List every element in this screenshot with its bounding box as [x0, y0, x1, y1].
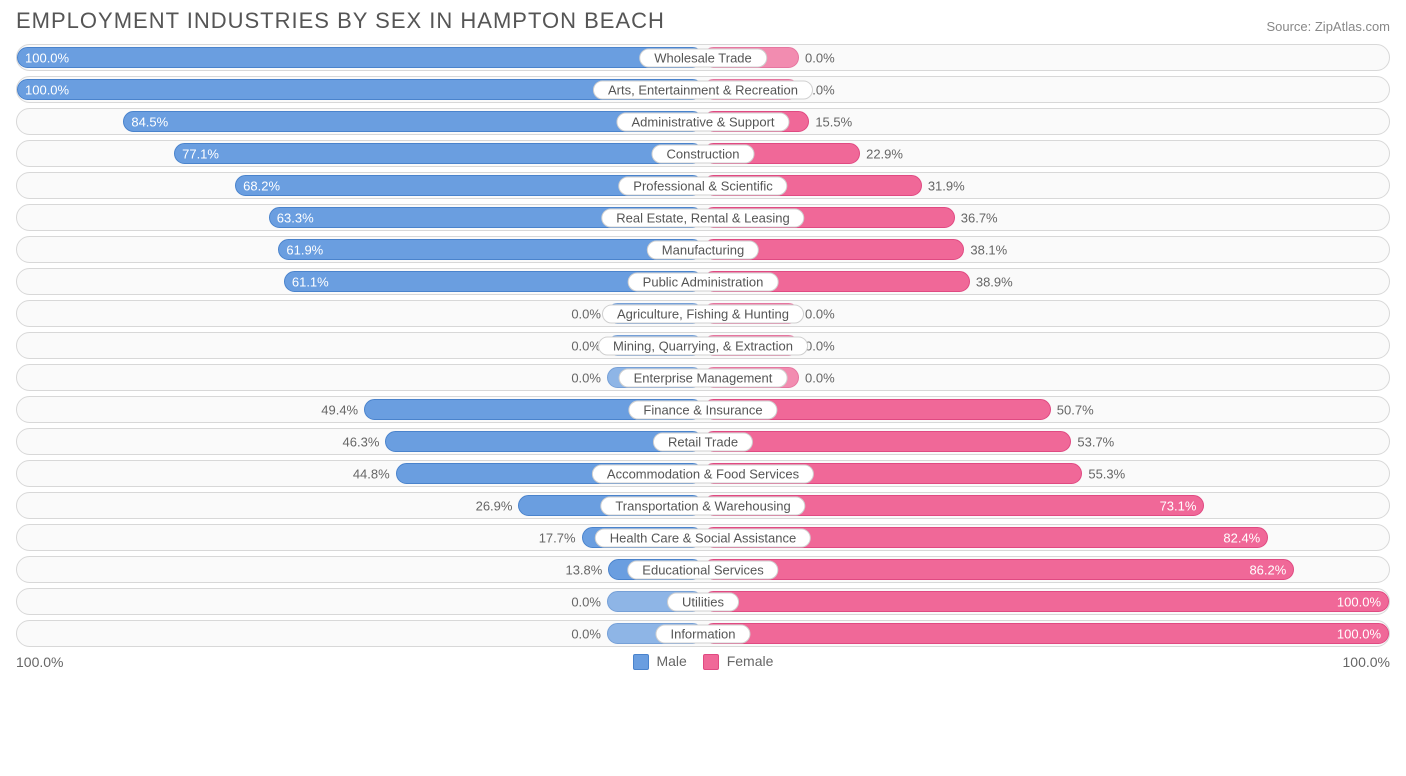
- female-value: 31.9%: [928, 178, 965, 193]
- bar-row: 26.9% 73.1% Transportation & Warehousing: [16, 492, 1390, 519]
- bar-row: 49.4% 50.7% Finance & Insurance: [16, 396, 1390, 423]
- category-label: Public Administration: [628, 272, 779, 291]
- category-label: Professional & Scientific: [618, 176, 787, 195]
- male-value: 77.1%: [182, 146, 219, 161]
- bar-row: 44.8% 55.3% Accommodation & Food Services: [16, 460, 1390, 487]
- female-value: 100.0%: [1337, 626, 1381, 641]
- category-label: Real Estate, Rental & Leasing: [601, 208, 804, 227]
- category-label: Wholesale Trade: [639, 48, 767, 67]
- bar-row: 0.0% 0.0%Mining, Quarrying, & Extraction: [16, 332, 1390, 359]
- bar-row: 77.1% 22.9% Construction: [16, 140, 1390, 167]
- chart-axis: 100.0% Male Female 100.0%: [16, 653, 1390, 670]
- male-value: 0.0%: [571, 338, 601, 353]
- male-value: 100.0%: [25, 50, 69, 65]
- female-swatch: [703, 654, 719, 670]
- male-swatch: [633, 654, 649, 670]
- male-value: 46.3%: [343, 434, 380, 449]
- bar-row: 63.3% 36.7% Real Estate, Rental & Leasing: [16, 204, 1390, 231]
- male-value: 0.0%: [571, 306, 601, 321]
- bar-row: 0.0% 100.0% Utilities: [16, 588, 1390, 615]
- legend-male-label: Male: [656, 653, 686, 669]
- male-value: 44.8%: [353, 466, 390, 481]
- chart-legend: Male Female: [633, 653, 774, 670]
- male-value: 68.2%: [243, 178, 280, 193]
- female-bar: [703, 559, 1294, 580]
- female-value: 53.7%: [1077, 434, 1114, 449]
- bar-row: 84.5% 15.5% Administrative & Support: [16, 108, 1390, 135]
- category-label: Finance & Insurance: [628, 400, 777, 419]
- male-value: 63.3%: [277, 210, 314, 225]
- category-label: Manufacturing: [647, 240, 759, 259]
- female-value: 15.5%: [815, 114, 852, 129]
- axis-left-max: 100.0%: [16, 654, 63, 670]
- axis-right-max: 100.0%: [1343, 654, 1390, 670]
- female-value: 82.4%: [1223, 530, 1260, 545]
- female-value: 0.0%: [805, 370, 835, 385]
- category-label: Information: [655, 624, 750, 643]
- category-label: Arts, Entertainment & Recreation: [593, 80, 813, 99]
- legend-female-label: Female: [727, 653, 774, 669]
- category-label: Retail Trade: [653, 432, 753, 451]
- female-value: 86.2%: [1249, 562, 1286, 577]
- bar-row: 68.2% 31.9% Professional & Scientific: [16, 172, 1390, 199]
- female-value: 22.9%: [866, 146, 903, 161]
- category-label: Agriculture, Fishing & Hunting: [602, 304, 804, 323]
- bar-row: 0.0% 0.0%Agriculture, Fishing & Hunting: [16, 300, 1390, 327]
- category-label: Utilities: [667, 592, 739, 611]
- male-value: 26.9%: [476, 498, 513, 513]
- bar-row: 17.7% 82.4% Health Care & Social Assistanc…: [16, 524, 1390, 551]
- male-value: 61.1%: [292, 274, 329, 289]
- female-value: 0.0%: [805, 338, 835, 353]
- bar-row: 0.0% 0.0% Enterprise Management: [16, 364, 1390, 391]
- bar-row: 100.0%0.0%Arts, Entertainment & Recreati…: [16, 76, 1390, 103]
- bar-row: 61.9% 38.1% Manufacturing: [16, 236, 1390, 263]
- female-value: 0.0%: [805, 306, 835, 321]
- diverging-bar-chart: 100.0%0.0%Wholesale Trade100.0%0.0%Arts,…: [16, 44, 1390, 647]
- category-label: Construction: [652, 144, 755, 163]
- bar-row: 100.0% 0.0% Wholesale Trade: [16, 44, 1390, 71]
- category-label: Mining, Quarrying, & Extraction: [598, 336, 808, 355]
- category-label: Administrative & Support: [616, 112, 789, 131]
- category-label: Health Care & Social Assistance: [595, 528, 811, 547]
- male-value: 49.4%: [321, 402, 358, 417]
- female-value: 73.1%: [1160, 498, 1197, 513]
- female-value: 36.7%: [961, 210, 998, 225]
- female-bar: [703, 591, 1389, 612]
- male-value: 61.9%: [286, 242, 323, 257]
- male-value: 84.5%: [131, 114, 168, 129]
- legend-female: Female: [703, 653, 774, 670]
- female-value: 100.0%: [1337, 594, 1381, 609]
- category-label: Accommodation & Food Services: [592, 464, 814, 483]
- male-bar: [17, 47, 703, 68]
- female-bar: [703, 431, 1071, 452]
- male-value: 0.0%: [571, 594, 601, 609]
- category-label: Transportation & Warehousing: [600, 496, 805, 515]
- female-value: 38.9%: [976, 274, 1013, 289]
- bar-row: 0.0% 100.0% Information: [16, 620, 1390, 647]
- category-label: Educational Services: [627, 560, 778, 579]
- female-value: 50.7%: [1057, 402, 1094, 417]
- female-value: 0.0%: [805, 50, 835, 65]
- male-value: 13.8%: [565, 562, 602, 577]
- male-value: 0.0%: [571, 370, 601, 385]
- bar-row: 46.3% 53.7% Retail Trade: [16, 428, 1390, 455]
- chart-header: EMPLOYMENT INDUSTRIES BY SEX IN HAMPTON …: [16, 8, 1390, 34]
- legend-male: Male: [633, 653, 687, 670]
- male-bar: [278, 239, 703, 260]
- bar-row: 61.1% 38.9% Public Administration: [16, 268, 1390, 295]
- female-value: 55.3%: [1088, 466, 1125, 481]
- female-value: 38.1%: [970, 242, 1007, 257]
- male-value: 0.0%: [571, 626, 601, 641]
- category-label: Enterprise Management: [619, 368, 788, 387]
- bar-row: 13.8% 86.2% Educational Services: [16, 556, 1390, 583]
- chart-title: EMPLOYMENT INDUSTRIES BY SEX IN HAMPTON …: [16, 8, 665, 34]
- male-bar: [174, 143, 703, 164]
- male-value: 17.7%: [539, 530, 576, 545]
- male-value: 100.0%: [25, 82, 69, 97]
- female-bar: [703, 623, 1389, 644]
- chart-source: Source: ZipAtlas.com: [1266, 19, 1390, 34]
